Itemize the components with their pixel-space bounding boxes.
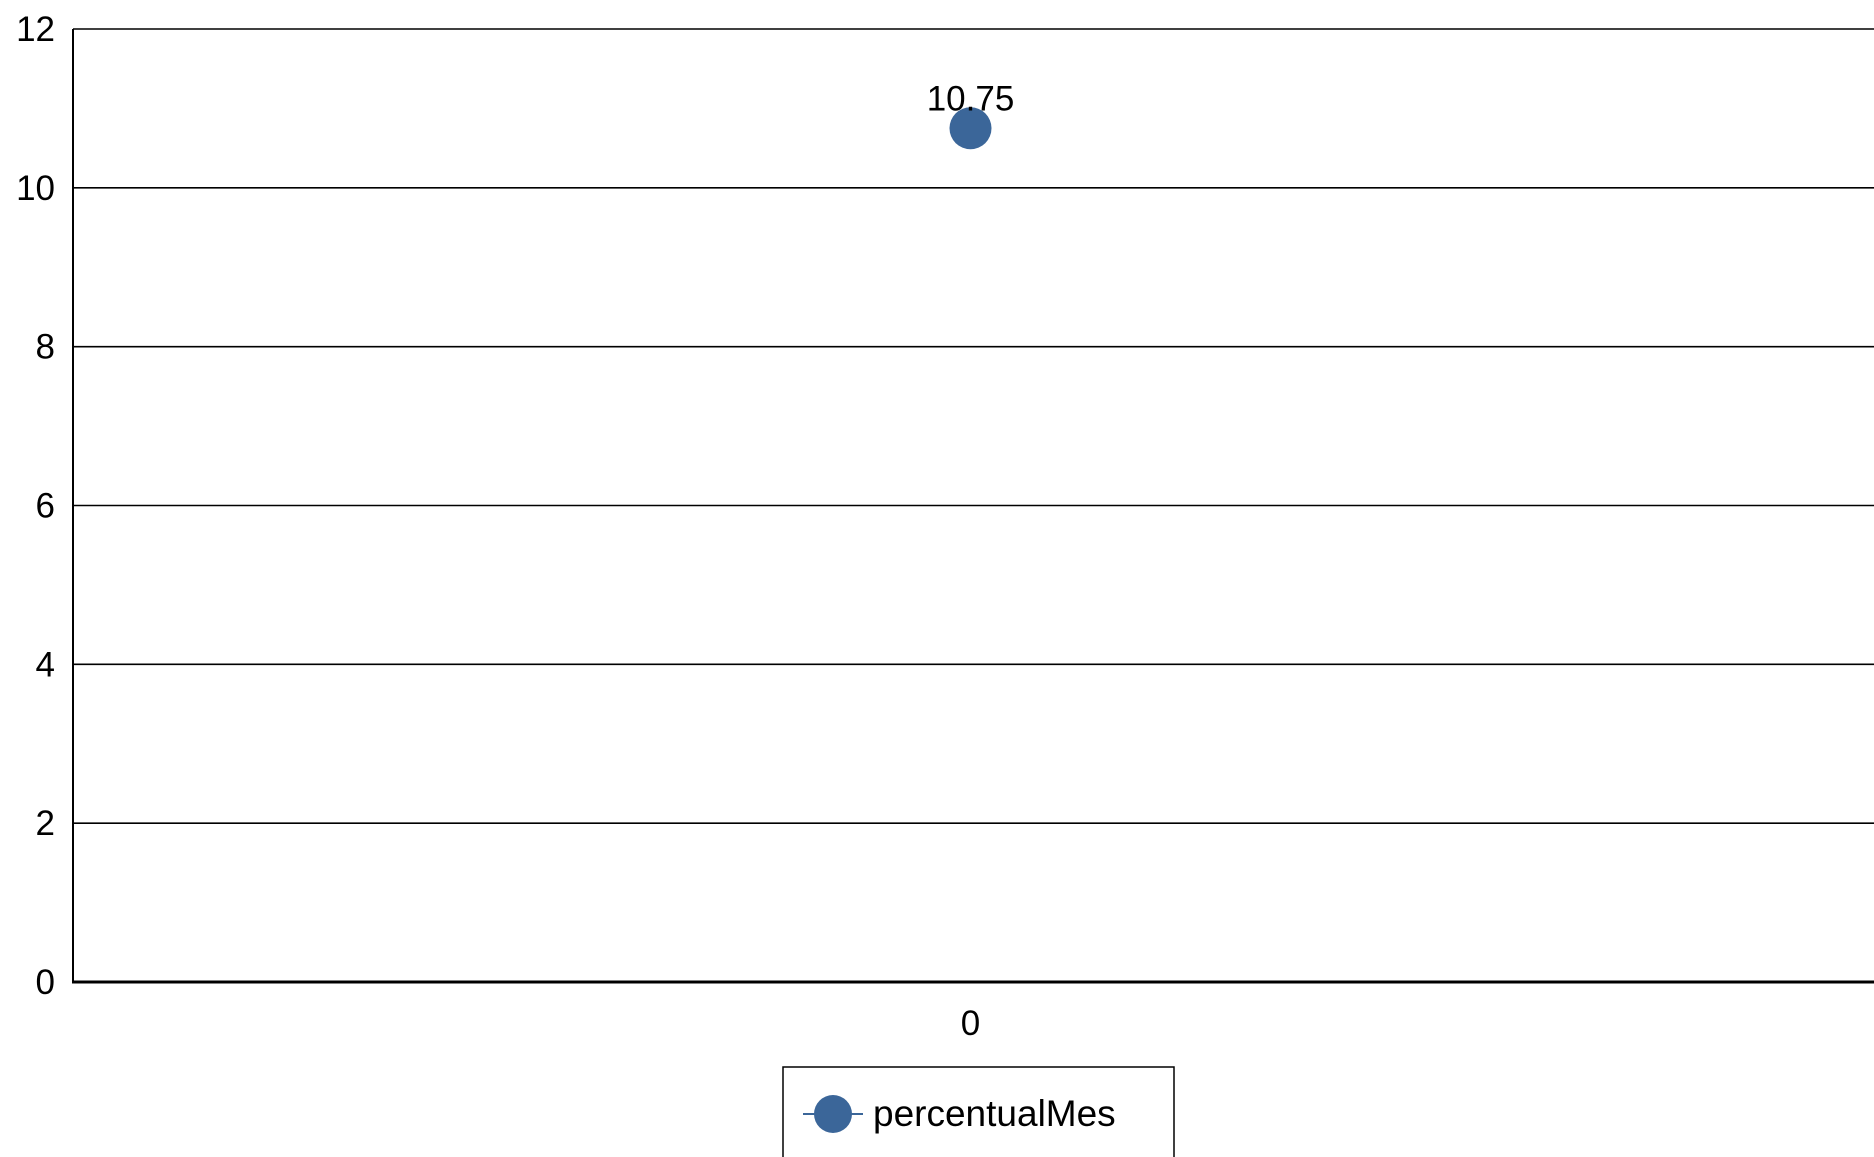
y-tick-label: 8	[36, 328, 55, 367]
data-label: 10.75	[927, 79, 1015, 118]
y-axis-tick-labels: 0 2 4 6 8 10 12	[16, 10, 55, 1002]
y-tick-label: 2	[36, 804, 55, 843]
series	[949, 107, 992, 150]
legend-label-percentualmes: percentualMes	[873, 1093, 1116, 1134]
y-tick-label: 12	[16, 10, 55, 49]
y-tick-label: 0	[36, 963, 55, 1002]
legend-marker	[814, 1095, 852, 1133]
y-tick-label: 10	[16, 169, 55, 208]
legend: percentualMes	[782, 1066, 1175, 1157]
data-labels: 10.75	[927, 79, 1015, 118]
y-tick-label: 4	[36, 645, 55, 684]
x-axis-tick-labels: 0	[961, 1004, 980, 1043]
data-point	[949, 107, 992, 150]
axes	[72, 29, 1874, 984]
x-tick-label: 0	[961, 1004, 980, 1043]
gridlines	[73, 28, 1874, 824]
y-tick-label: 6	[36, 487, 55, 526]
